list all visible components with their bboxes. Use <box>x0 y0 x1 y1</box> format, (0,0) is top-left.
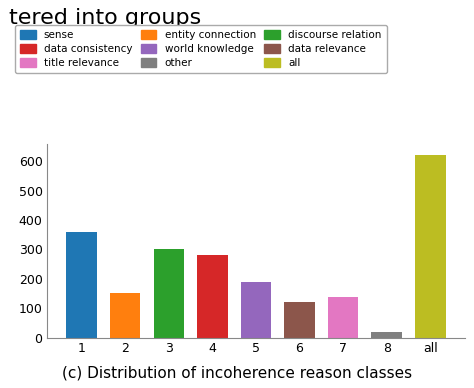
Bar <box>110 293 140 338</box>
Bar <box>372 332 402 338</box>
Bar <box>415 155 446 338</box>
Bar <box>284 302 315 338</box>
Bar <box>328 297 358 338</box>
Bar <box>66 232 97 338</box>
Bar <box>241 282 271 338</box>
Bar <box>154 249 184 338</box>
Text: tered into groups: tered into groups <box>9 8 202 28</box>
Text: (c) Distribution of incoherence reason classes: (c) Distribution of incoherence reason c… <box>62 365 412 380</box>
Legend: sense, data consistency, title relevance, entity connection, world knowledge, ot: sense, data consistency, title relevance… <box>15 24 387 73</box>
Bar <box>197 255 228 338</box>
